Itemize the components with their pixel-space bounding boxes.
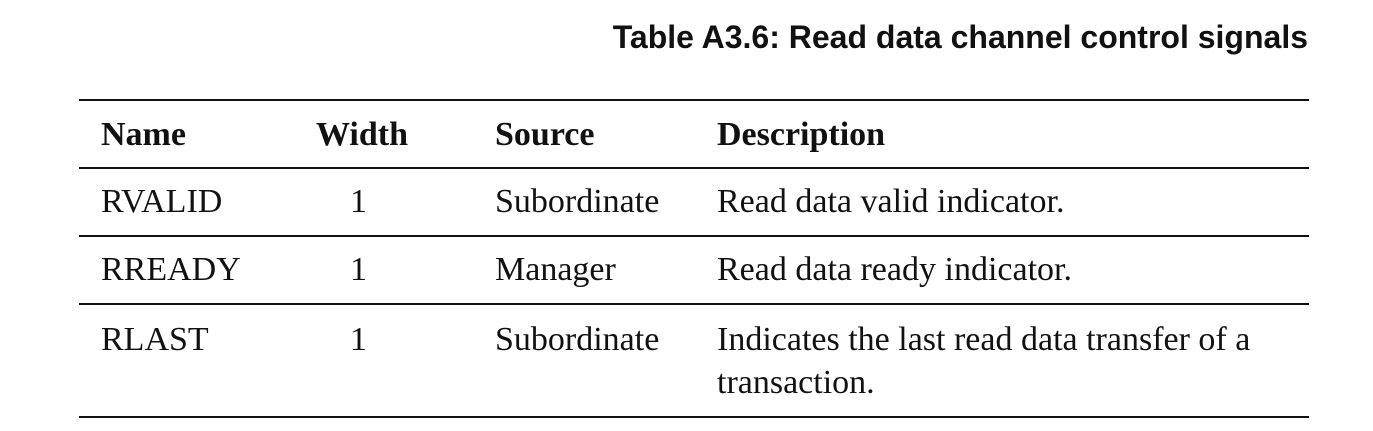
header-width: Width bbox=[316, 116, 408, 153]
table-header-row: Name Width Source Description bbox=[79, 100, 1309, 168]
header-name: Name bbox=[101, 116, 186, 153]
cell-width: 1 bbox=[350, 321, 367, 358]
cell-description: Indicates the last read data transfer of… bbox=[717, 321, 1251, 401]
cell-description: Read data valid indicator. bbox=[717, 183, 1065, 220]
table-row: RVALID 1 Subordinate Read data valid ind… bbox=[79, 168, 1309, 236]
table-row: RREADY 1 Manager Read data ready indicat… bbox=[79, 236, 1309, 304]
cell-width: 1 bbox=[350, 183, 367, 220]
cell-name: RVALID bbox=[101, 183, 223, 220]
cell-source: Subordinate bbox=[495, 321, 660, 358]
cell-description: Read data ready indicator. bbox=[717, 251, 1072, 288]
header-source: Source bbox=[495, 116, 595, 153]
signals-table: Name Width Source Description RVALID 1 S… bbox=[79, 99, 1309, 418]
table-caption: Table A3.6: Read data channel control si… bbox=[612, 19, 1308, 55]
cell-name: RREADY bbox=[101, 251, 241, 288]
cell-width: 1 bbox=[350, 251, 367, 288]
table-row: RLAST 1 Subordinate Indicates the last r… bbox=[79, 304, 1309, 417]
cell-source: Manager bbox=[495, 251, 616, 288]
cell-source: Subordinate bbox=[495, 183, 660, 220]
header-description: Description bbox=[717, 116, 886, 153]
cell-name: RLAST bbox=[101, 321, 209, 358]
